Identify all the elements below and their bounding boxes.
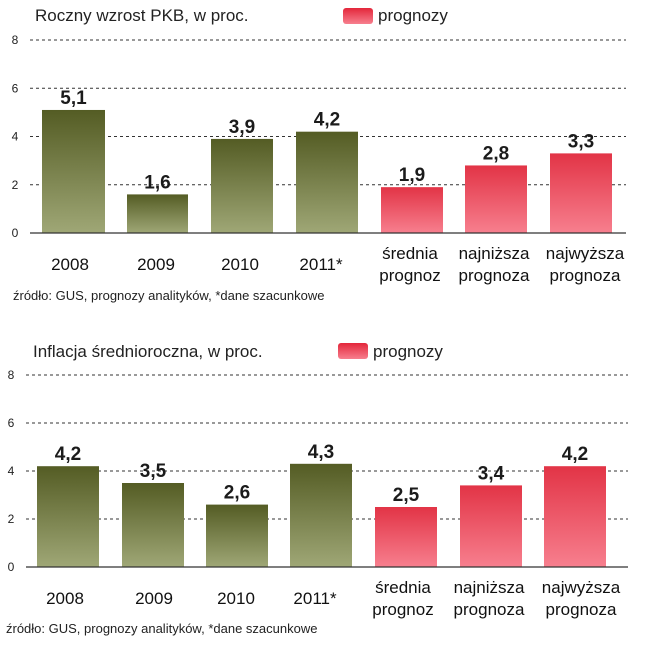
inflation-category-label-3: 2010 — [217, 589, 255, 608]
gdp-y-tick-label: 0 — [12, 226, 19, 240]
gdp-legend-label: prognozy — [378, 6, 448, 25]
gdp-category-label-2: 2009 — [137, 255, 175, 274]
inflation-y-tick-label: 6 — [8, 416, 15, 430]
inflation-value-label-3: 2,6 — [224, 483, 250, 504]
inflation-bar-7 — [544, 466, 606, 567]
inflation-y-tick-label: 2 — [8, 512, 15, 526]
inflation-bar-2 — [122, 483, 184, 567]
inflation-y-tick-label: 8 — [8, 368, 15, 382]
gdp-bar-5 — [381, 187, 443, 233]
inflation-y-tick-label: 0 — [8, 560, 15, 574]
inflation-category-label-2: 2009 — [135, 589, 173, 608]
gdp-bar-1 — [42, 109, 105, 233]
inflation-category-label-7: prognoza — [546, 600, 617, 619]
inflation-value-label-2: 3,5 — [140, 461, 167, 482]
gdp-value-label-3: 3,9 — [229, 117, 255, 138]
gdp-value-label-5: 1,9 — [399, 165, 425, 186]
inflation-source-note: źródło: GUS, prognozy analityków, *dane … — [6, 621, 317, 636]
inflation-value-label-6: 3,4 — [478, 463, 505, 484]
gdp-source-note: źródło: GUS, prognozy analityków, *dane … — [13, 288, 324, 303]
inflation-legend-swatch — [338, 343, 368, 359]
inflation-category-label-6: najniższa — [454, 578, 525, 597]
inflation-chart-title: Inflacja średnioroczna, w proc. — [33, 342, 263, 361]
inflation-value-label-4: 4,3 — [308, 442, 334, 463]
gdp-category-label-7: prognoza — [550, 266, 621, 285]
gdp-bar-4 — [296, 131, 358, 233]
gdp-legend-swatch — [343, 8, 373, 24]
gdp-category-label-5: średnia — [382, 244, 438, 263]
gdp-chart-title: Roczny wzrost PKB, w proc. — [35, 6, 249, 25]
gdp-category-label-1: 2008 — [51, 255, 89, 274]
gdp-category-label-3: 2010 — [221, 255, 259, 274]
gdp-value-label-2: 1,6 — [144, 172, 170, 193]
inflation-chart: Inflacja średnioroczna, w proc. prognozy… — [6, 342, 628, 636]
gdp-value-label-7: 3,3 — [568, 131, 594, 152]
inflation-category-label-4: 2011* — [293, 589, 337, 608]
gdp-value-label-4: 4,2 — [314, 110, 340, 131]
gdp-y-tick-label: 6 — [12, 81, 19, 95]
gdp-category-label-6: prognoza — [459, 266, 530, 285]
inflation-bar-4 — [290, 463, 352, 567]
inflation-legend-label: prognozy — [373, 342, 443, 361]
gdp-y-tick-label: 4 — [12, 130, 19, 144]
inflation-y-tick-label: 4 — [8, 464, 15, 478]
inflation-value-label-1: 4,2 — [55, 444, 81, 465]
gdp-bar-6 — [465, 165, 527, 233]
inflation-category-label-5: średnia — [375, 578, 431, 597]
gdp-plot-area: 0 2 4 6 8 5,1 1,6 3,9 4,2 1,9 2,8 3,3 2008 2009 2010 20… — [12, 33, 626, 285]
gdp-category-label-5: prognoz — [379, 266, 440, 285]
gdp-y-tick-label: 8 — [12, 33, 19, 47]
inflation-bar-3 — [206, 504, 268, 567]
inflation-bar-1 — [37, 466, 99, 567]
gdp-bar-7 — [550, 153, 612, 233]
inflation-category-label-7: najwyższa — [542, 578, 621, 597]
inflation-category-label-1: 2008 — [46, 589, 84, 608]
gdp-bar-2 — [127, 194, 188, 233]
gdp-bar-3 — [211, 138, 273, 233]
gdp-category-label-6: najniższa — [459, 244, 530, 263]
inflation-bar-5 — [375, 507, 437, 567]
gdp-value-label-1: 5,1 — [60, 88, 87, 109]
gdp-value-label-6: 2,8 — [483, 143, 509, 164]
inflation-bar-6 — [460, 485, 522, 567]
inflation-value-label-5: 2,5 — [393, 485, 420, 506]
inflation-value-label-7: 4,2 — [562, 444, 588, 465]
inflation-category-label-5: prognoz — [372, 600, 433, 619]
inflation-plot-area: 0 2 4 6 8 4,2 3,5 2,6 4,3 2,5 3,4 4,2 2008 2009 2010 20… — [8, 368, 628, 619]
gdp-y-tick-label: 2 — [12, 178, 19, 192]
gdp-chart: Roczny wzrost PKB, w proc. prognozy 0 2 4 6… — [12, 6, 626, 303]
gdp-category-label-7: najwyższa — [546, 244, 625, 263]
inflation-category-label-6: prognoza — [454, 600, 525, 619]
gdp-category-label-4: 2011* — [299, 255, 343, 274]
